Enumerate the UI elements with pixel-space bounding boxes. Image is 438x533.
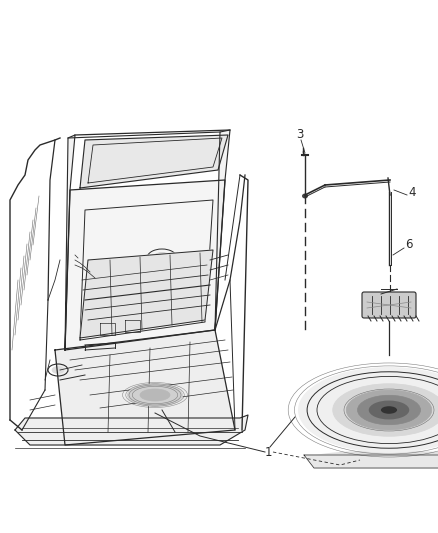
Polygon shape [304, 455, 438, 468]
Polygon shape [65, 135, 75, 350]
Ellipse shape [140, 389, 170, 401]
Polygon shape [215, 130, 230, 330]
Ellipse shape [302, 193, 308, 198]
Ellipse shape [309, 450, 438, 465]
Ellipse shape [369, 401, 409, 419]
Ellipse shape [299, 368, 438, 452]
Polygon shape [80, 135, 228, 188]
Polygon shape [15, 415, 248, 445]
Ellipse shape [52, 367, 64, 374]
Ellipse shape [127, 384, 183, 406]
Ellipse shape [357, 395, 420, 425]
FancyBboxPatch shape [362, 292, 416, 318]
Polygon shape [80, 250, 213, 338]
Text: 6: 6 [405, 238, 413, 252]
Text: 1: 1 [265, 446, 272, 458]
Ellipse shape [333, 384, 438, 436]
Text: 3: 3 [296, 128, 304, 141]
Ellipse shape [381, 406, 397, 414]
Ellipse shape [346, 390, 432, 430]
Polygon shape [55, 330, 235, 445]
Text: 4: 4 [408, 185, 416, 198]
Polygon shape [65, 180, 225, 350]
Ellipse shape [153, 253, 171, 263]
